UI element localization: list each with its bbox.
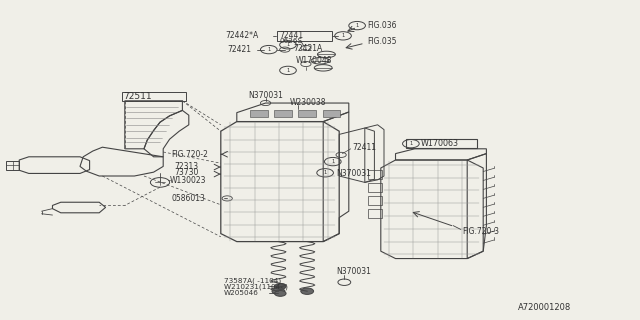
Text: W170063: W170063 (420, 139, 458, 148)
Bar (323, 110, 340, 117)
Text: 1: 1 (286, 42, 290, 47)
Bar (274, 110, 292, 117)
Circle shape (272, 288, 285, 294)
Text: 1: 1 (409, 141, 413, 146)
Text: N370031: N370031 (248, 91, 283, 100)
Bar (250, 110, 268, 117)
Text: FIG.036: FIG.036 (367, 21, 397, 30)
Bar (368, 209, 382, 218)
Text: A720001208: A720001208 (518, 303, 572, 312)
Bar (277, 31, 332, 41)
Text: 72421: 72421 (227, 45, 251, 54)
Text: N370031: N370031 (336, 268, 371, 276)
Text: 72421A: 72421A (293, 44, 323, 53)
Text: W230038: W230038 (289, 98, 326, 107)
Text: N370031: N370031 (336, 169, 371, 178)
Text: 1: 1 (267, 47, 271, 52)
Bar (406, 139, 477, 148)
Bar (298, 110, 316, 117)
Text: FIG.035: FIG.035 (367, 37, 397, 46)
Text: W205046: W205046 (224, 291, 259, 296)
Text: 0626S: 0626S (279, 38, 302, 44)
Text: 1: 1 (341, 33, 345, 38)
Circle shape (301, 288, 314, 294)
Text: 0586013: 0586013 (172, 194, 205, 203)
Text: W170048: W170048 (296, 56, 332, 65)
Bar (368, 196, 382, 205)
Circle shape (275, 284, 286, 289)
Text: 72511: 72511 (123, 92, 152, 101)
Text: 1: 1 (331, 159, 335, 164)
Text: 73587A( -1104): 73587A( -1104) (224, 278, 281, 284)
Circle shape (275, 291, 286, 296)
Bar (368, 170, 382, 179)
Bar (368, 183, 382, 192)
Text: 1: 1 (286, 68, 290, 73)
Bar (122, 92, 186, 101)
Text: W130023: W130023 (170, 176, 206, 185)
Text: FIG.720-3: FIG.720-3 (462, 227, 499, 236)
Text: W210231(1104- ): W210231(1104- ) (224, 284, 288, 290)
Text: 72411: 72411 (352, 143, 376, 152)
Text: 1: 1 (355, 23, 359, 28)
Text: 72313: 72313 (174, 162, 198, 171)
Text: 1: 1 (323, 170, 327, 175)
Text: FIG.720-2: FIG.720-2 (172, 150, 209, 159)
Text: 72442*A: 72442*A (225, 31, 259, 40)
Text: 73730: 73730 (174, 168, 198, 177)
Text: 72441: 72441 (279, 31, 303, 40)
